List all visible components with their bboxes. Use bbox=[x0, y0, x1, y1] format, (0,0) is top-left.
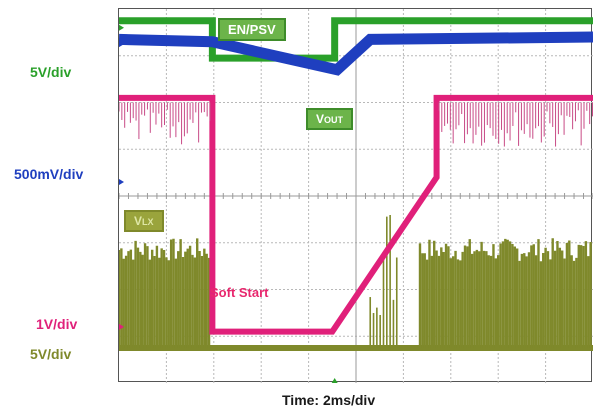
soft-start-label: Soft Start bbox=[210, 285, 269, 300]
enpsv-scale-label: 5V/div bbox=[30, 64, 72, 80]
oscilloscope-plot bbox=[118, 8, 593, 383]
channel-ground-marker bbox=[119, 323, 124, 330]
time-axis-label: Time: 2ms/div bbox=[282, 392, 376, 408]
inductor-scale-label: 1V/div bbox=[36, 316, 78, 332]
vout-scale-label: 500mV/div bbox=[14, 166, 84, 182]
channel-ground-marker bbox=[119, 178, 124, 185]
vlx-scale-label: 5V/div bbox=[30, 346, 72, 362]
vlx-label-main: V bbox=[134, 214, 143, 228]
channel-ground-marker bbox=[119, 94, 124, 101]
oscilloscope-svg bbox=[119, 9, 593, 383]
vlx-label-sub: LX bbox=[142, 217, 154, 227]
channel-ground-marker bbox=[119, 24, 124, 31]
enpsv-trace-label: EN/PSV bbox=[218, 18, 286, 41]
inductor-trace bbox=[119, 94, 593, 335]
channel-ground-marker bbox=[119, 344, 124, 351]
channel-ground-marker bbox=[119, 41, 124, 48]
vlx-trace-label: VLX bbox=[124, 210, 164, 232]
vout-label-main: V bbox=[316, 112, 325, 126]
vout-trace bbox=[119, 31, 593, 76]
vout-label-sub: OUT bbox=[324, 115, 344, 125]
vout-trace-label: VOUT bbox=[306, 108, 354, 130]
trigger-marker bbox=[331, 378, 338, 383]
